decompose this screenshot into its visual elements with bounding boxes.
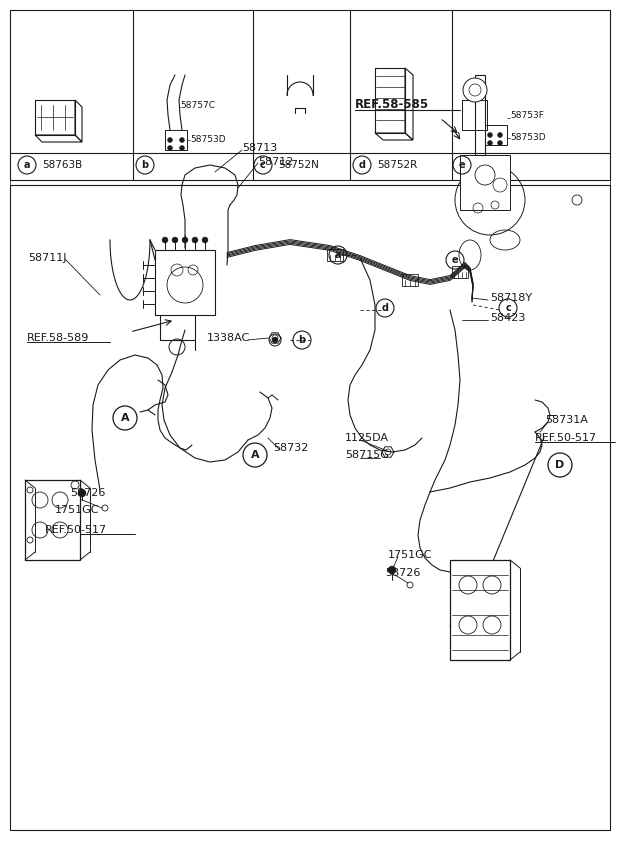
Circle shape: [487, 132, 492, 137]
Text: REF.50-517: REF.50-517: [45, 525, 107, 535]
Text: e: e: [459, 160, 466, 170]
Text: 58753D: 58753D: [190, 136, 226, 144]
Polygon shape: [450, 560, 510, 660]
Circle shape: [162, 237, 168, 243]
Circle shape: [27, 537, 33, 543]
Circle shape: [167, 146, 172, 150]
Bar: [402, 274, 418, 286]
Text: 58753F: 58753F: [510, 110, 544, 120]
Text: 58753D: 58753D: [510, 133, 546, 142]
Circle shape: [180, 137, 185, 142]
Bar: [452, 266, 468, 278]
Text: 1338AC: 1338AC: [207, 333, 250, 343]
Bar: [155, 250, 215, 315]
Bar: [462, 100, 487, 130]
Circle shape: [395, 105, 585, 295]
Circle shape: [172, 237, 178, 243]
Text: e: e: [452, 255, 458, 265]
Text: d: d: [381, 303, 389, 313]
Bar: [327, 249, 343, 261]
Text: REF.50-517: REF.50-517: [535, 433, 597, 443]
Circle shape: [167, 137, 172, 142]
Text: A: A: [121, 413, 130, 423]
Text: 58731A: 58731A: [545, 415, 588, 425]
Text: c: c: [505, 303, 511, 313]
Text: 58752N: 58752N: [278, 160, 319, 170]
Circle shape: [487, 141, 492, 146]
Text: REF.58-589: REF.58-589: [27, 333, 89, 343]
Text: A: A: [250, 450, 259, 460]
Text: 1125DA: 1125DA: [345, 433, 389, 443]
Circle shape: [497, 141, 502, 146]
Bar: [460, 155, 510, 210]
Text: 58423: 58423: [490, 313, 525, 323]
Text: REF.58-585: REF.58-585: [355, 98, 429, 111]
Text: 58715G: 58715G: [345, 450, 389, 460]
Text: 58732: 58732: [273, 443, 308, 453]
Circle shape: [269, 334, 281, 346]
Circle shape: [182, 237, 188, 243]
Circle shape: [463, 78, 487, 102]
Text: 58726: 58726: [70, 488, 105, 498]
Circle shape: [27, 487, 33, 493]
Text: 1751GC: 1751GC: [388, 550, 433, 560]
Circle shape: [180, 146, 185, 150]
Circle shape: [272, 337, 278, 343]
Bar: [10, 185, 610, 830]
Circle shape: [78, 489, 86, 497]
Bar: [165, 130, 187, 150]
Text: 58757C: 58757C: [180, 101, 215, 109]
Text: b: b: [298, 335, 306, 345]
Circle shape: [202, 237, 208, 243]
Text: d: d: [358, 160, 366, 170]
Text: 58752R: 58752R: [377, 160, 417, 170]
Text: 58711J: 58711J: [28, 253, 66, 263]
Text: D: D: [556, 460, 565, 470]
Text: 1751GC: 1751GC: [55, 505, 99, 515]
Text: 58726: 58726: [385, 568, 420, 578]
Text: 58713: 58713: [242, 143, 277, 153]
Text: 58712: 58712: [258, 157, 293, 167]
Text: c: c: [260, 160, 266, 170]
Text: a: a: [24, 160, 30, 170]
Text: b: b: [141, 160, 149, 170]
Polygon shape: [25, 480, 80, 560]
Bar: [10, 10, 610, 180]
Bar: [485, 125, 507, 145]
Text: a: a: [335, 250, 341, 260]
Circle shape: [497, 132, 502, 137]
Text: 58718Y: 58718Y: [490, 293, 532, 303]
Circle shape: [388, 566, 396, 574]
Text: 58763B: 58763B: [42, 160, 82, 170]
Circle shape: [192, 237, 198, 243]
